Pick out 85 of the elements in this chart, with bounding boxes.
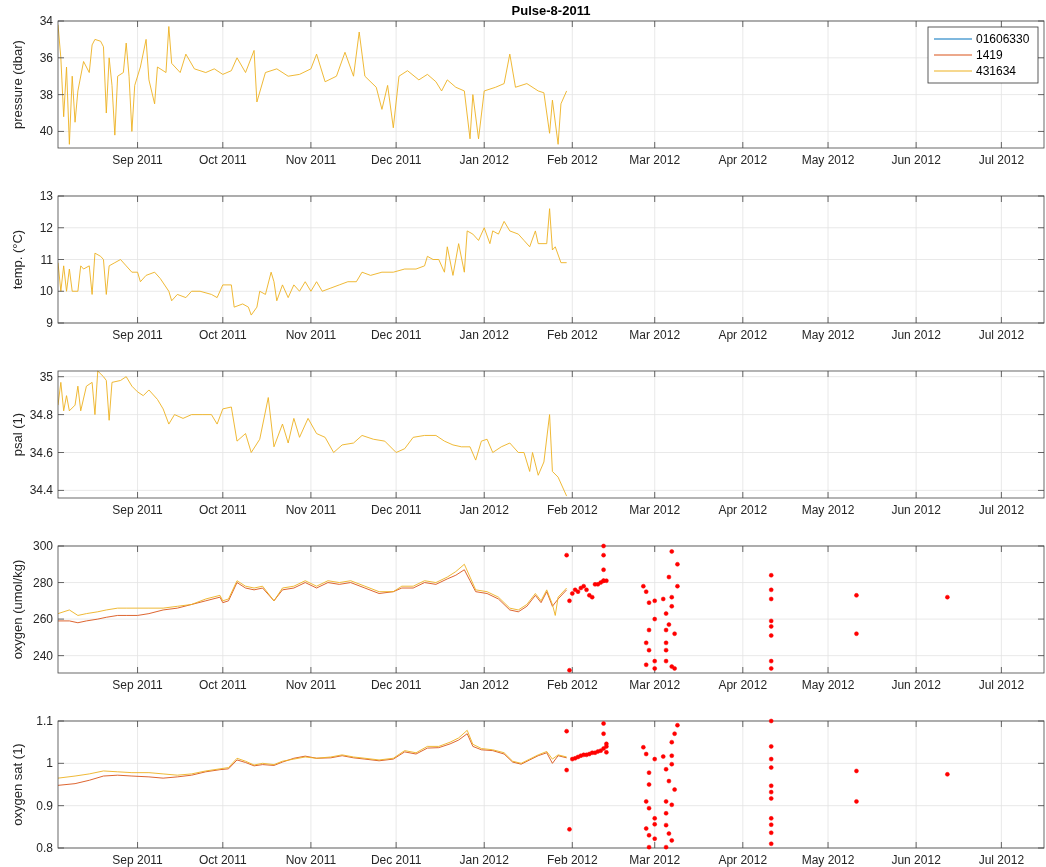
x-tick-label: Jun 2012 xyxy=(891,153,942,167)
x-tick-label: Nov 2011 xyxy=(285,503,337,517)
y-tick-label: 34 xyxy=(39,14,54,28)
x-tick-label: Sep 2011 xyxy=(112,328,164,342)
y-tick-label: 1 xyxy=(46,756,54,771)
x-tick-label: Mar 2012 xyxy=(629,678,681,692)
y-axis-title: oxygen sat (1) xyxy=(10,743,25,826)
x-tick-label: Jan 2012 xyxy=(459,678,510,692)
x-tick-label: Nov 2011 xyxy=(285,678,337,692)
x-tick-label: Apr 2012 xyxy=(718,503,768,517)
x-tick-label: May 2012 xyxy=(801,853,855,867)
legend-label: 01606330 xyxy=(976,32,1030,46)
x-tick-label: Dec 2011 xyxy=(370,853,422,867)
x-tick-label: Oct 2011 xyxy=(198,678,248,692)
y-tick-label: 280 xyxy=(32,575,54,590)
y-axis-title: temp. (°C) xyxy=(10,229,25,290)
x-tick-label: Dec 2011 xyxy=(370,503,422,517)
y-tick-label: 40 xyxy=(39,124,54,139)
x-tick-label: May 2012 xyxy=(801,678,855,692)
y-tick-label: 38 xyxy=(39,87,54,102)
x-tick-label: Oct 2011 xyxy=(198,328,248,342)
x-tick-label: Jan 2012 xyxy=(459,853,510,867)
x-tick-label: Apr 2012 xyxy=(718,853,768,867)
x-tick-label: Dec 2011 xyxy=(370,678,422,692)
x-tick-label: May 2012 xyxy=(801,153,855,167)
x-tick-label: Jul 2012 xyxy=(978,678,1025,692)
x-tick-label: Jul 2012 xyxy=(978,153,1025,167)
x-tick-label: Feb 2012 xyxy=(546,153,598,167)
x-tick-label: Nov 2011 xyxy=(285,153,337,167)
y-tick-label: 34.6 xyxy=(29,445,54,460)
x-tick-label: Jun 2012 xyxy=(891,853,942,867)
x-tick-label: Mar 2012 xyxy=(629,503,681,517)
x-tick-label: Apr 2012 xyxy=(718,153,768,167)
y-tick-label: 260 xyxy=(32,612,54,627)
y-axis-title: pressure (dbar) xyxy=(10,40,25,129)
x-tick-label: Jul 2012 xyxy=(978,853,1025,867)
x-tick-label: Sep 2011 xyxy=(112,678,164,692)
y-tick-label: 300 xyxy=(32,539,54,553)
x-tick-label: Jan 2012 xyxy=(459,153,510,167)
x-tick-label: Jun 2012 xyxy=(891,678,942,692)
y-axis-title: oxygen (umol/kg) xyxy=(10,559,25,660)
x-tick-label: Jul 2012 xyxy=(978,503,1025,517)
x-tick-label: Jun 2012 xyxy=(891,503,942,517)
x-tick-label: Oct 2011 xyxy=(198,153,248,167)
x-tick-label: Sep 2011 xyxy=(112,853,164,867)
y-tick-label: 12 xyxy=(39,220,54,235)
y-tick-label: 10 xyxy=(39,284,54,299)
y-tick-label: 240 xyxy=(32,648,54,663)
x-tick-label: Feb 2012 xyxy=(546,853,598,867)
y-tick-label: 36 xyxy=(39,50,54,65)
x-tick-label: Nov 2011 xyxy=(285,853,337,867)
chart-title: Pulse-8-2011 xyxy=(511,3,591,18)
x-tick-label: Apr 2012 xyxy=(718,678,768,692)
x-tick-label: Sep 2011 xyxy=(112,153,164,167)
y-tick-label: 11 xyxy=(40,252,54,267)
x-tick-label: Jul 2012 xyxy=(978,328,1025,342)
legend-label: 1419 xyxy=(976,48,1004,62)
x-tick-label: Jun 2012 xyxy=(891,328,942,342)
y-tick-label: 35 xyxy=(39,369,54,384)
x-tick-label: Feb 2012 xyxy=(546,328,598,342)
x-tick-label: Jan 2012 xyxy=(459,503,510,517)
x-tick-label: Mar 2012 xyxy=(629,853,681,867)
y-tick-label: 34.8 xyxy=(29,407,54,422)
x-tick-label: Mar 2012 xyxy=(629,328,681,342)
y-tick-label: 0.9 xyxy=(36,798,54,813)
y-tick-label: 0.8 xyxy=(36,841,54,855)
y-tick-label: 13 xyxy=(39,189,54,203)
x-tick-label: Oct 2011 xyxy=(198,853,248,867)
x-tick-label: Dec 2011 xyxy=(370,328,422,342)
y-tick-label: 1.1 xyxy=(36,714,54,728)
x-tick-label: May 2012 xyxy=(801,503,855,517)
x-tick-label: Apr 2012 xyxy=(718,328,768,342)
x-tick-label: May 2012 xyxy=(801,328,855,342)
x-tick-label: Feb 2012 xyxy=(546,678,598,692)
x-tick-label: Feb 2012 xyxy=(546,503,598,517)
x-tick-label: Jan 2012 xyxy=(459,328,510,342)
x-tick-label: Nov 2011 xyxy=(285,328,337,342)
y-tick-label: 34.4 xyxy=(29,483,54,498)
y-tick-label: 9 xyxy=(46,316,54,330)
x-tick-label: Mar 2012 xyxy=(629,153,681,167)
y-axis-title: psal (1) xyxy=(10,412,25,457)
x-tick-label: Oct 2011 xyxy=(198,503,248,517)
x-tick-label: Sep 2011 xyxy=(112,503,164,517)
legend-label: 431634 xyxy=(976,64,1017,78)
x-tick-label: Dec 2011 xyxy=(370,153,422,167)
